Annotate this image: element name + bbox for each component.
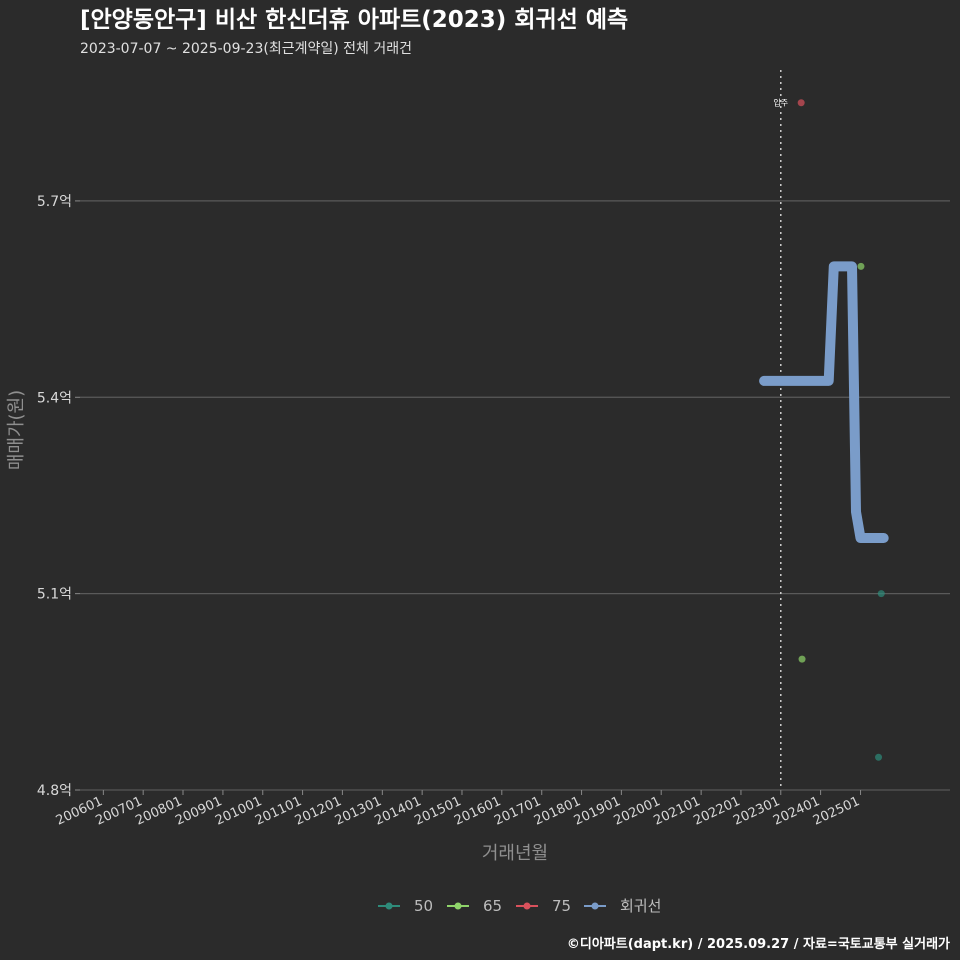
- legend-label: 75: [552, 897, 571, 915]
- y-tick-label: 5.4억: [37, 390, 72, 406]
- data-points: [797, 99, 885, 761]
- move-in-annotation: 입주: [773, 99, 788, 108]
- data-point-50: [877, 590, 885, 598]
- chart-title: [안양동안구] 비산 한신더휴 아파트(2023) 회귀선 예측: [80, 7, 628, 33]
- x-tick-label: 202501: [811, 794, 862, 829]
- source-caption: ©디아파트(dapt.kr) / 2025.09.27 / 자료=국토교통부 실…: [567, 936, 950, 952]
- y-gridlines: [80, 200, 950, 791]
- legend-key-dot: [591, 902, 599, 910]
- legend-label: 회귀선: [620, 897, 661, 915]
- x-tick-labels: 2006012007012008012009012010012011012012…: [54, 790, 862, 829]
- y-tick-labels: 4.8억 5.1억 5.4억 5.7억: [37, 194, 80, 799]
- y-tick-label: 5.7억: [37, 194, 72, 210]
- regression-line: [759, 261, 889, 543]
- legend-label: 50: [414, 897, 433, 915]
- y-axis-title: 매매가(원): [6, 390, 27, 470]
- legend-key-dot: [523, 902, 531, 910]
- legend-key-dot: [385, 902, 393, 910]
- data-point-65: [798, 655, 806, 663]
- data-point-50: [875, 753, 883, 761]
- legend-key-dot: [454, 902, 462, 910]
- x-axis-title: 거래년월: [482, 843, 548, 864]
- legend-label: 65: [483, 897, 502, 915]
- legend: 50 65 75 회귀선: [378, 897, 661, 915]
- y-tick-label: 4.8억: [37, 783, 72, 799]
- y-tick-label: 5.1억: [37, 587, 72, 603]
- data-point-75: [797, 99, 805, 107]
- data-point-65: [857, 262, 865, 270]
- chart-subtitle: 2023-07-07 ~ 2025-09-23(최근계약일) 전체 거래건: [80, 41, 412, 57]
